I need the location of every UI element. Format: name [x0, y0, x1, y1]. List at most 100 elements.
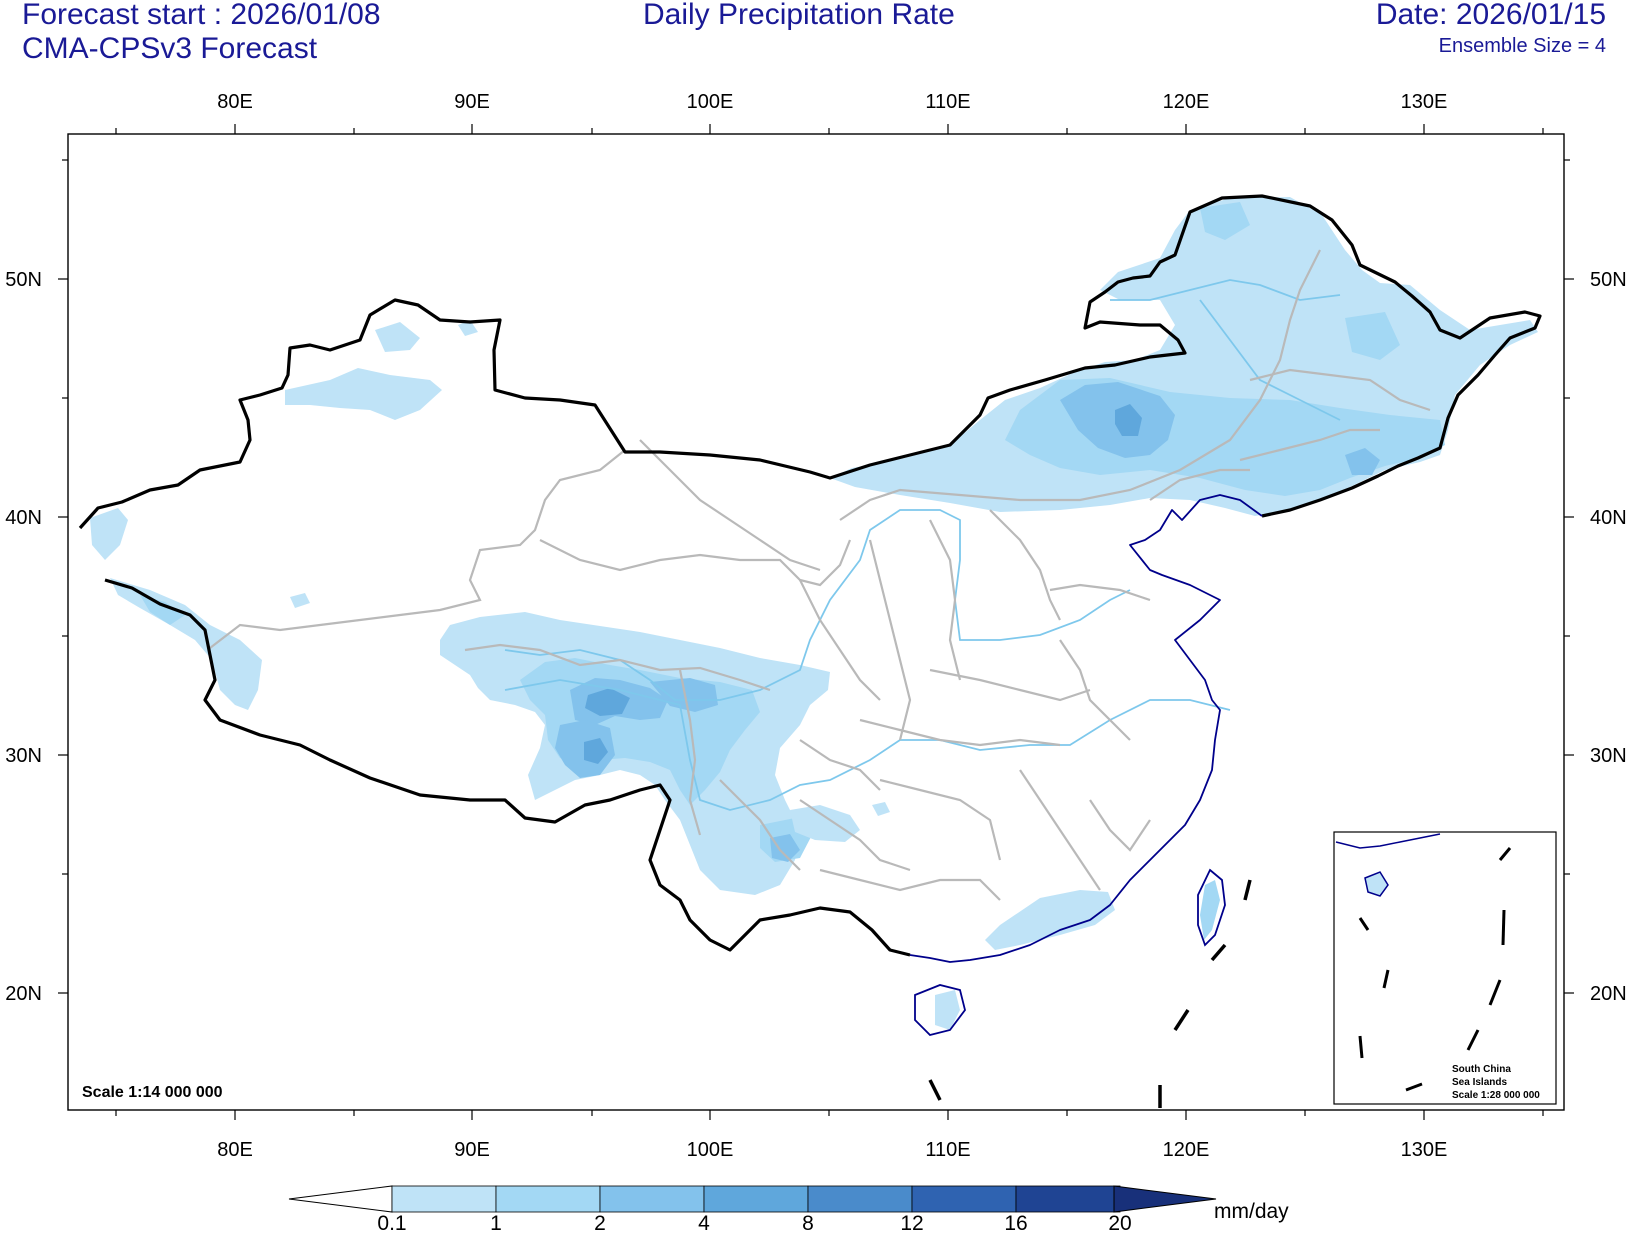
colorbar-box [911, 1185, 1017, 1213]
precip-area-taiwan [1200, 880, 1220, 940]
lat-label: 20N [1590, 983, 1627, 1005]
colorbar-box [599, 1185, 705, 1213]
precip-area-northeast-core-east [1345, 448, 1380, 475]
boundary-fujian [1089, 799, 1151, 852]
lon-label: 130E [1401, 91, 1448, 113]
colorbar-label: 4 [698, 1212, 710, 1235]
boundary-gansu [639, 439, 821, 572]
precip-area-southwest-border-inner [140, 595, 185, 625]
precipitation-field [90, 197, 1538, 1030]
inset-coastline [1335, 833, 1441, 849]
colorbar-labels: 0.1 1 2 4 8 12 16 20 [377, 1212, 1131, 1235]
inset-label-2: Sea Islands [1452, 1077, 1507, 1088]
boundary-jilin [1239, 428, 1380, 462]
map-title: Daily Precipitation Rate [643, 0, 955, 31]
precip-area-far-north [1200, 202, 1250, 240]
precip-area-small-patch [290, 593, 310, 608]
longitude-labels-top: 80E 90E 100E 110E 120E 130E [217, 91, 1447, 113]
colorbar-label: 8 [802, 1212, 814, 1235]
inset-scale-label: Scale 1:28 000 000 [1452, 1090, 1540, 1101]
maritime-boundary-dashes [928, 879, 1252, 1108]
lon-label: 110E [925, 1139, 970, 1161]
national-border [78, 194, 1542, 530]
lon-label: 100E [687, 91, 734, 113]
lat-label: 20N [5, 983, 42, 1005]
precip-area-xinjiang-north [375, 322, 420, 352]
lon-label: 90E [454, 91, 490, 113]
lon-label: 120E [1163, 1139, 1210, 1161]
lon-label: 120E [1163, 91, 1210, 113]
lon-label: 130E [1401, 1139, 1448, 1161]
lon-label: 90E [454, 1139, 490, 1161]
colorbar-boxes [391, 1185, 1121, 1213]
latitude-labels-left: 50N 40N 30N 20N [5, 269, 42, 1005]
river-songhua [1199, 299, 1341, 421]
rivers [504, 279, 1341, 811]
colorbar-box [391, 1185, 497, 1213]
latitude-labels-right: 50N 40N 30N 20N [1590, 269, 1627, 1005]
boundary-ningxia [799, 579, 881, 701]
boundary-shaanxi [868, 539, 912, 741]
colorbar-box [703, 1185, 809, 1213]
lat-label: 40N [1590, 507, 1627, 529]
province-boundaries [209, 249, 1431, 901]
boundary-shandong [1049, 583, 1151, 602]
inset-frame [1333, 831, 1557, 1105]
lon-label: 110E [925, 91, 970, 113]
colorbar-high-triangle [1113, 1185, 1217, 1213]
boundary-xinjiang-east [209, 449, 626, 649]
colorbar-low-triangle [288, 1185, 393, 1213]
lat-label: 30N [1590, 745, 1627, 767]
lat-label: 50N [5, 269, 42, 291]
inset-hainan [1364, 871, 1389, 897]
inset-dashes [1358, 847, 1512, 1092]
lon-label: 80E [217, 91, 253, 113]
river-yangtze [504, 679, 1231, 811]
inset-label-1: South China [1452, 1064, 1511, 1075]
precip-area-northeast-peak [1115, 404, 1142, 436]
forecast-start-label: Forecast start : 2026/01/08 [22, 0, 381, 31]
lat-label: 50N [1590, 269, 1627, 291]
boundary-hunan [879, 778, 1002, 861]
precip-area-south-coast [985, 890, 1115, 950]
coastline-east [909, 494, 1263, 963]
boundary-innermongolia [839, 249, 1321, 521]
coastline-hainan [914, 984, 966, 1036]
precip-area-guizhou [790, 805, 860, 842]
colorbar: 0.1 1 2 4 8 12 16 20 mm/day [288, 1185, 1289, 1235]
boundary-sichuan-chongqing [799, 739, 881, 791]
precip-area-tibet-peak-2 [584, 738, 608, 764]
precip-area-xinjiang-north-3 [458, 320, 478, 336]
precip-area-southwest-border [110, 578, 262, 710]
lat-label: 30N [5, 745, 42, 767]
colorbar-label: 20 [1108, 1212, 1131, 1235]
model-label: CMA-CPSv3 Forecast [22, 32, 318, 65]
boundary-shanxi [929, 519, 962, 681]
precip-area-hainan [935, 990, 960, 1030]
river-yellow [504, 509, 1131, 701]
precip-area-northeast-inner-east [1345, 312, 1400, 360]
colorbar-unit: mm/day [1214, 1200, 1289, 1223]
colorbar-box [807, 1185, 913, 1213]
colorbar-label: 2 [594, 1212, 606, 1235]
boundary-heilongjiang [1249, 368, 1431, 412]
national-border-south [104, 578, 911, 957]
lat-label: 40N [5, 507, 42, 529]
colorbar-label: 12 [900, 1212, 923, 1235]
boundary-jiangxi [1019, 769, 1101, 891]
boundary-hebei [989, 509, 1061, 621]
valid-date-label: Date: 2026/01/15 [1375, 0, 1606, 31]
boundary-yunnan [719, 779, 801, 871]
boundary-guangxi [819, 868, 1001, 901]
boundary-liaoning [1149, 468, 1250, 501]
river-amur [1110, 279, 1341, 301]
colorbar-label: 16 [1004, 1212, 1027, 1235]
colorbar-label: 1 [490, 1212, 502, 1235]
ensemble-size-label: Ensemble Size = 4 [1438, 35, 1606, 57]
precip-area-west-edge [90, 508, 128, 560]
colorbar-box [495, 1185, 601, 1213]
coastline-taiwan [1197, 868, 1226, 947]
boundary-qinghai-south [464, 643, 771, 692]
precip-area-xinjiang-north-2 [285, 368, 442, 420]
